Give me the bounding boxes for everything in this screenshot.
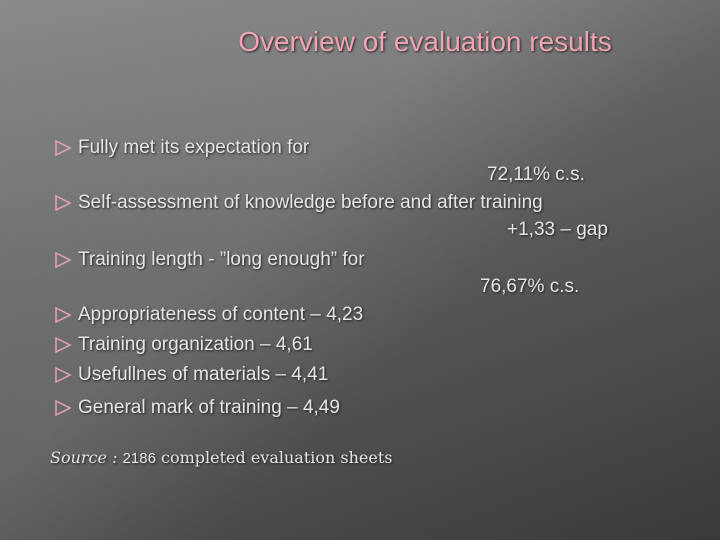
bullet-text: Self-assessment of knowledge before and … xyxy=(78,192,543,213)
bullet-arrow xyxy=(55,399,72,417)
source-count: 2186 xyxy=(122,450,156,467)
slide-title: Overview of evaluation results xyxy=(238,26,612,57)
bullet-text: General mark of training – 4,49 xyxy=(78,397,340,418)
bullet-arrow xyxy=(55,366,72,384)
bullet-arrow xyxy=(55,306,72,324)
bullet-text: Appropriateness of content – 4,23 xyxy=(78,304,364,325)
bullet-value: 76,67% c.s. xyxy=(480,276,580,297)
bullet-value: +1,33 – gap xyxy=(507,219,608,240)
bullet-text: Training length - ”long enough” for xyxy=(78,249,365,270)
bullet-arrow xyxy=(55,194,72,212)
bullet-arrow xyxy=(55,336,72,354)
bullet-arrow xyxy=(55,251,72,269)
bullet-arrow xyxy=(55,139,72,157)
bullet-text: Usefullnes of materials – 4,41 xyxy=(78,364,329,385)
bullet-value: 72,11% c.s. xyxy=(487,164,585,185)
source-text: completed evaluation sheets xyxy=(161,448,393,467)
source-line: Source : 2186 completed evaluation sheet… xyxy=(50,448,393,467)
source-label: Source : xyxy=(50,448,118,467)
bullet-text: Training organization – 4,61 xyxy=(78,334,313,355)
bullet-text: Fully met its expectation for xyxy=(78,137,310,158)
